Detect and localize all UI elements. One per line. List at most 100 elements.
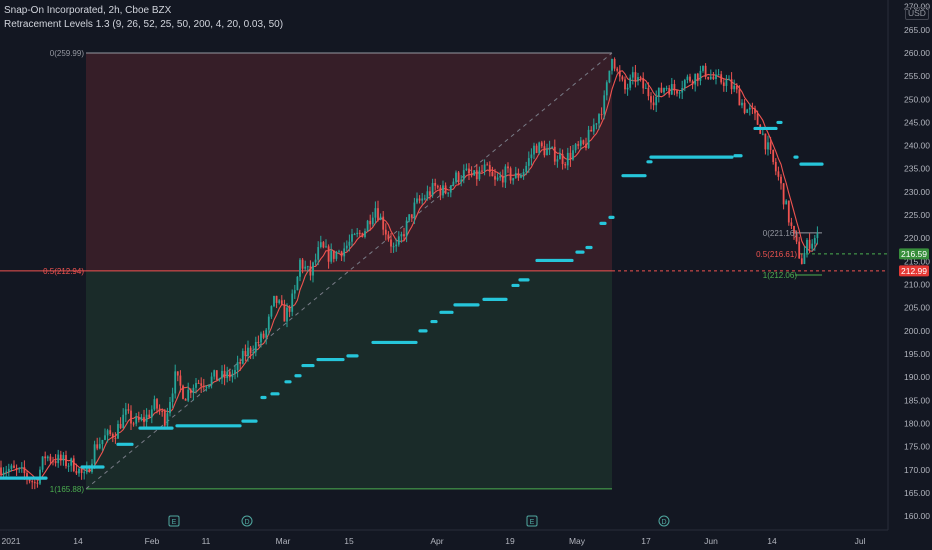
price-tick-label: 230.00 bbox=[904, 187, 930, 197]
candle-body bbox=[15, 467, 18, 470]
candle-body bbox=[135, 417, 138, 424]
candle-body bbox=[171, 393, 174, 402]
candle-body bbox=[644, 87, 647, 89]
candle-body bbox=[335, 251, 338, 259]
candle-body bbox=[156, 399, 158, 409]
candle-body bbox=[769, 142, 772, 150]
candle-body bbox=[681, 87, 684, 93]
candle-body bbox=[665, 88, 668, 90]
candle-body bbox=[127, 409, 130, 411]
candle-body bbox=[7, 468, 10, 472]
candle-body bbox=[431, 182, 434, 196]
indicator-legend[interactable]: Retracement Levels 1.3 (9, 26, 52, 25, 5… bbox=[4, 19, 284, 30]
candle-body bbox=[382, 216, 385, 230]
candle-body bbox=[509, 168, 512, 181]
candle-body bbox=[592, 124, 595, 132]
candle-body bbox=[728, 79, 730, 81]
price-tick-label: 235.00 bbox=[904, 164, 930, 174]
candle-body bbox=[733, 85, 736, 90]
candle-body bbox=[101, 439, 104, 445]
candle-body bbox=[13, 465, 15, 468]
candle-body bbox=[691, 81, 694, 85]
candle-body bbox=[200, 383, 203, 386]
candle-body bbox=[270, 306, 273, 317]
candle-body bbox=[148, 414, 151, 418]
symbol-title[interactable]: Snap-On Incorporated, 2h, Cboe BZX bbox=[4, 5, 172, 16]
candle-body bbox=[93, 444, 96, 464]
candle-body bbox=[366, 220, 369, 232]
candle-body bbox=[143, 417, 145, 423]
candle-body bbox=[254, 341, 257, 353]
candle-body bbox=[707, 76, 710, 79]
time-tick-label: Jul bbox=[855, 536, 866, 546]
price-tick-label: 205.00 bbox=[904, 303, 930, 313]
candle-body bbox=[452, 181, 455, 186]
candle-body bbox=[322, 242, 325, 248]
event-marker-e[interactable]: E bbox=[526, 515, 538, 527]
candle-body bbox=[603, 95, 606, 115]
candle-body bbox=[767, 142, 769, 150]
candle-body bbox=[286, 307, 288, 322]
candle-body bbox=[444, 185, 447, 194]
candle-body bbox=[374, 208, 377, 218]
candle-body bbox=[223, 370, 226, 379]
candle-body bbox=[754, 108, 756, 114]
candle-body bbox=[338, 251, 340, 253]
candle-body bbox=[226, 371, 229, 379]
candle-body bbox=[793, 225, 795, 234]
fib-lower-zone bbox=[86, 270, 612, 489]
candle-body bbox=[52, 460, 54, 462]
candle-body bbox=[314, 259, 317, 263]
price-tick-label: 160.00 bbox=[904, 511, 930, 521]
price-tick-label: 170.00 bbox=[904, 465, 930, 475]
candle-body bbox=[36, 482, 39, 484]
candle-body bbox=[330, 250, 333, 262]
time-tick-label: 17 bbox=[641, 536, 651, 546]
candle-body bbox=[652, 102, 655, 106]
candle-body bbox=[293, 290, 296, 294]
candle-body bbox=[210, 376, 213, 385]
event-marker-label: E bbox=[172, 519, 177, 526]
candle-body bbox=[364, 231, 366, 237]
candle-body bbox=[787, 200, 790, 223]
candle-body bbox=[722, 82, 725, 86]
candle-body bbox=[777, 171, 780, 177]
time-tick-label: May bbox=[569, 536, 586, 546]
candle-body bbox=[257, 341, 260, 343]
candle-body bbox=[501, 175, 504, 183]
candle-body bbox=[390, 239, 392, 247]
event-marker-d[interactable]: D bbox=[658, 515, 670, 527]
candle-body bbox=[410, 214, 413, 218]
time-tick-label: Feb bbox=[145, 536, 160, 546]
earnings-icon bbox=[168, 515, 180, 527]
candle-body bbox=[517, 173, 520, 178]
sar-dots bbox=[0, 120, 824, 480]
candle-body bbox=[221, 370, 223, 379]
candle-body bbox=[249, 347, 252, 354]
candle-body bbox=[564, 164, 567, 166]
candle-body bbox=[525, 165, 528, 172]
candle-body bbox=[795, 233, 798, 242]
candle-body bbox=[468, 168, 470, 174]
candle-body bbox=[169, 401, 171, 414]
candle-body bbox=[2, 472, 5, 476]
candle-body bbox=[119, 424, 122, 429]
candle-body bbox=[299, 259, 301, 277]
candle-body bbox=[457, 172, 460, 182]
candle-body bbox=[605, 82, 608, 96]
candle-body bbox=[774, 161, 777, 172]
time-tick-label: 2021 bbox=[2, 536, 21, 546]
candles bbox=[0, 57, 819, 490]
fib-label-left-05: 0.5(212.94) bbox=[43, 267, 84, 276]
candle-body bbox=[730, 79, 733, 90]
fib-label-left-0: 0(259.99) bbox=[50, 49, 85, 58]
event-marker-label: D bbox=[661, 519, 666, 526]
event-marker-e[interactable]: E bbox=[168, 515, 180, 527]
price-tag-green bbox=[899, 248, 929, 260]
event-marker-d[interactable]: D bbox=[241, 515, 253, 527]
price-tick-label: 245.00 bbox=[904, 117, 930, 127]
candle-body bbox=[637, 77, 639, 81]
candle-body bbox=[579, 140, 582, 146]
